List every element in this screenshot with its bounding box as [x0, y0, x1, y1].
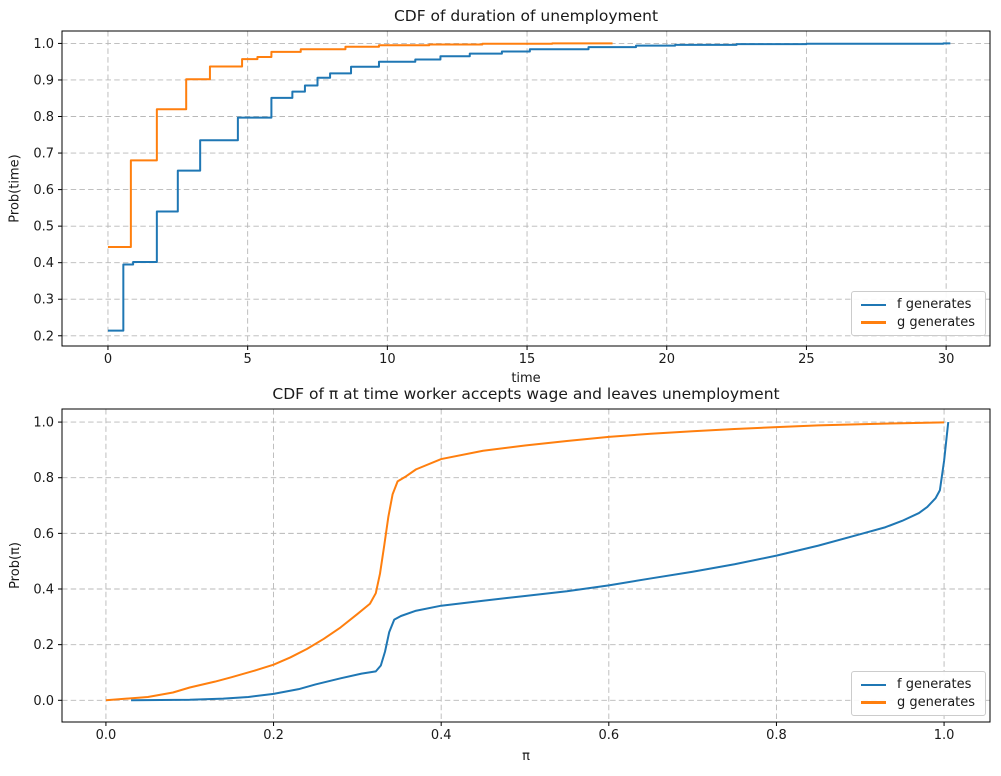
svg-text:10: 10 [379, 352, 396, 367]
legend-label-f-generates: f generates [897, 677, 972, 693]
svg-text:0.2: 0.2 [263, 728, 284, 743]
bottom-chart-title: CDF of π at time worker accepts wage and… [272, 385, 780, 403]
bottom-chart-ylabel-box: Prob(π) [2, 505, 28, 625]
legend-item-g-generates: g generates [861, 694, 985, 712]
f-generates-line-swatch [861, 303, 886, 306]
svg-text:0.2: 0.2 [33, 329, 54, 344]
svg-text:0.8: 0.8 [33, 110, 54, 125]
svg-text:0.4: 0.4 [33, 256, 54, 271]
legend-label-f-generates: f generates [897, 297, 972, 313]
legend-item-f-generates: f generates [861, 296, 985, 314]
svg-text:0.6: 0.6 [33, 527, 54, 542]
svg-text:30: 30 [938, 352, 955, 367]
legend-item-g-generates: g generates [861, 314, 985, 332]
top-chart-ylabel: Prob(time) [7, 153, 23, 223]
top-chart-title: CDF of duration of unemployment [393, 7, 659, 25]
g-generates-line-swatch [861, 701, 886, 704]
svg-text:0: 0 [104, 352, 112, 367]
bottom-chart-legend: f generates g generates [851, 671, 986, 716]
bottom-chart-xlabel: π [522, 749, 530, 764]
svg-text:0.5: 0.5 [33, 220, 54, 235]
svg-text:15: 15 [519, 352, 536, 367]
svg-text:20: 20 [658, 352, 675, 367]
svg-text:0.6: 0.6 [598, 728, 619, 743]
svg-text:5: 5 [244, 352, 252, 367]
top-chart-ylabel-box: Prob(time) [2, 128, 28, 248]
svg-text:0.0: 0.0 [33, 694, 54, 709]
legend-label-g-generates: g generates [897, 694, 976, 710]
g-generates-line-swatch [861, 321, 886, 324]
svg-text:0.8: 0.8 [766, 728, 787, 743]
top-chart-xlabel: time [511, 371, 541, 386]
svg-text:0.0: 0.0 [96, 728, 117, 743]
svg-text:0.8: 0.8 [33, 471, 54, 486]
legend-item-f-generates: f generates [861, 676, 985, 694]
svg-text:1.0: 1.0 [33, 416, 54, 431]
svg-text:0.4: 0.4 [431, 728, 452, 743]
top-chart-legend: f generates g generates [851, 291, 986, 336]
svg-text:0.4: 0.4 [33, 583, 54, 598]
svg-text:0.7: 0.7 [33, 147, 54, 162]
svg-text:0.6: 0.6 [33, 183, 54, 198]
svg-text:1.0: 1.0 [33, 37, 54, 52]
legend-label-g-generates: g generates [897, 314, 976, 330]
svg-text:0.2: 0.2 [33, 638, 54, 653]
svg-text:25: 25 [798, 352, 815, 367]
svg-text:0.3: 0.3 [33, 293, 54, 308]
f-generates-line-swatch [861, 683, 886, 686]
bottom-chart-ylabel: Prob(π) [7, 541, 23, 589]
svg-text:1.0: 1.0 [934, 728, 955, 743]
svg-text:0.9: 0.9 [33, 73, 54, 88]
